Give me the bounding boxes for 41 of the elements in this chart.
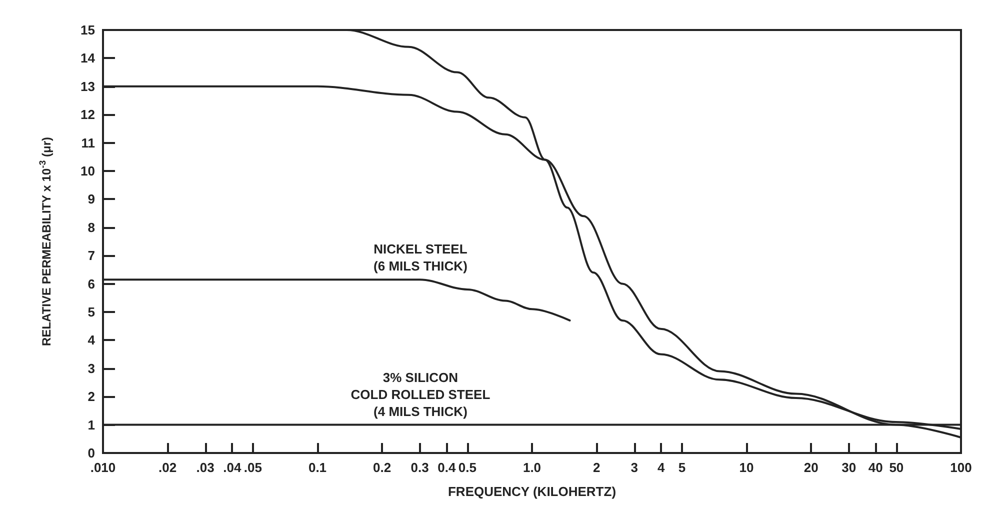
y-tick-label: 10 (80, 164, 95, 178)
x-tick-label: .03 (196, 460, 214, 475)
y-tick-label: 7 (88, 248, 95, 264)
x-tick-label: .02 (158, 460, 177, 475)
y-tick-label: 8 (88, 220, 95, 235)
x-tick-label: 100 (950, 460, 972, 475)
y-tick-label: 15 (80, 22, 95, 38)
y-tick-label: 12 (80, 107, 95, 122)
series-label: NICKEL STEEL (6 MILS THICK) (374, 242, 468, 274)
x-tick-label: 0.3 (410, 460, 429, 475)
x-tick-label: 5 (678, 460, 686, 475)
x-axis-title: FREQUENCY (KILOHERTZ) (448, 484, 616, 499)
x-tick-label: .010 (90, 460, 116, 475)
x-tick-label: 0.1 (308, 460, 327, 475)
x-tick-label: 50 (889, 460, 904, 475)
y-tick-label: 13 (80, 78, 95, 94)
y-tick-label: 14 (80, 50, 96, 66)
x-tick-label: 10 (739, 460, 754, 475)
y-tick-label: 9 (88, 192, 95, 207)
x-tick-label: 2 (592, 460, 600, 475)
x-tick-label: 4 (658, 460, 666, 475)
y-tick-label: 11 (81, 135, 95, 150)
x-tick-label: .05 (244, 460, 262, 475)
y-tick-label: 0 (88, 446, 95, 460)
x-tick-label: 30 (842, 460, 856, 475)
x-tick-label: 0.5 (458, 460, 476, 475)
y-tick-label: 4 (88, 332, 96, 348)
y-tick-label: 5 (88, 304, 95, 320)
y-tick-label: 3 (88, 360, 95, 376)
x-tick-label: 40 (868, 460, 883, 475)
y-axis-title: RELATIVE PERMEABILITY x 10-3 (μr) (38, 136, 54, 346)
y-tick-label: 2 (88, 389, 95, 404)
x-tick-label: 0.2 (373, 460, 392, 475)
x-tick-label: 1.0 (522, 460, 542, 475)
series-label: 3% SILICON COLD ROLLED STEEL (4 MILS THICK) (350, 370, 490, 419)
y-tick-label: 1 (88, 417, 95, 432)
x-tick-label: 0.4 (438, 460, 456, 475)
x-tick-label: 3 (630, 460, 638, 475)
x-tick-label: 20 (804, 460, 818, 475)
y-tick-label: 6 (88, 276, 95, 292)
x-tick-label: .04 (223, 460, 242, 475)
